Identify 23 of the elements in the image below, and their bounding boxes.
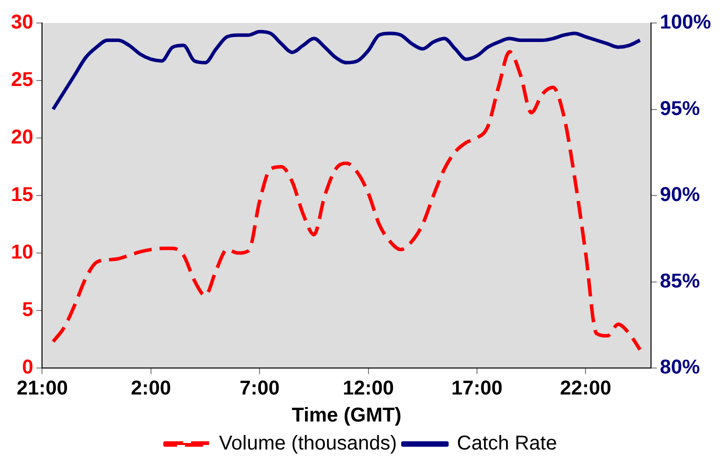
x-tick-label: 22:00 [560, 378, 612, 400]
x-tick-label: 21:00 [16, 378, 68, 400]
x-tick-label: 12:00 [342, 378, 394, 400]
y2-tick-label: 80% [660, 356, 700, 379]
y-tick-label: 15 [10, 184, 34, 206]
y-tick-label: 30 [10, 12, 34, 34]
y-tick-label: 10 [10, 242, 34, 264]
y2-tick-label: 90% [660, 184, 700, 206]
y-tick-label: 20 [10, 126, 34, 149]
y-tick-label: 5 [22, 299, 34, 322]
legend-label: Volume (thousands) [219, 432, 397, 455]
x-axis-title: Time (GMT) [292, 404, 402, 427]
line-series [51, 30, 642, 111]
x-tick-label: 2:00 [130, 378, 171, 400]
y-tick-label: 25 [10, 69, 34, 92]
x-tick-label: 17:00 [451, 378, 503, 400]
x-tick-label: 7:00 [240, 378, 280, 400]
y-tick-label: 0 [22, 356, 34, 379]
line-series [51, 50, 642, 352]
y2-tick-label: 85% [660, 270, 700, 292]
y2-tick-label: 95% [660, 98, 700, 120]
y2-tick-label: 100% [660, 12, 712, 34]
legend-label: Catch Rate [456, 432, 557, 455]
